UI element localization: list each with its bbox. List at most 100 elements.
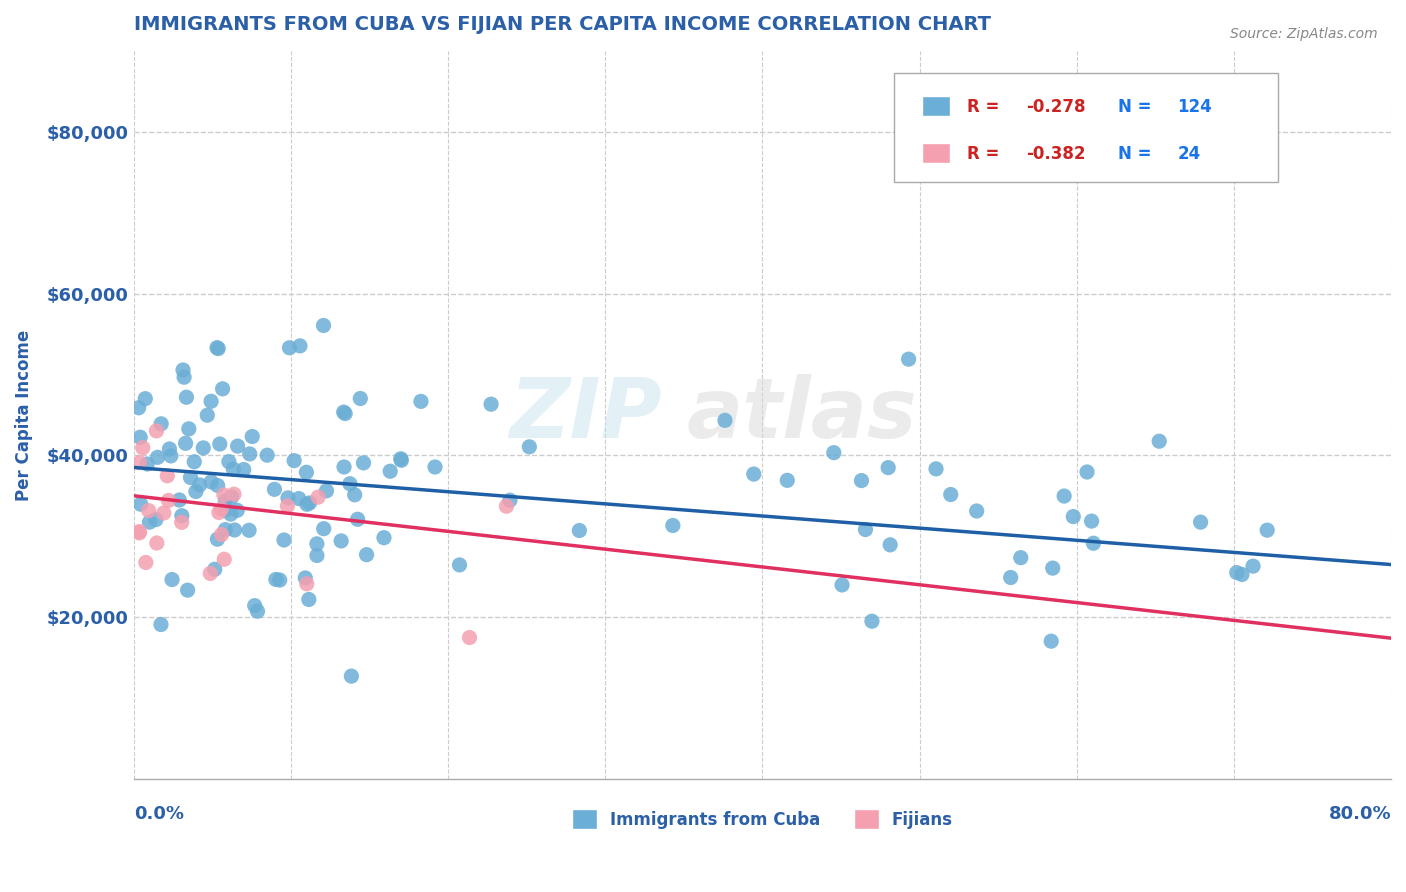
Point [499, 493, 522, 508]
Point [333, 460, 356, 475]
Point [138, 503, 160, 517]
Point [214, 523, 236, 537]
Point [246, 604, 269, 618]
Point [238, 524, 260, 538]
Point [1241, 559, 1264, 574]
Text: 80.0%: 80.0% [1329, 805, 1391, 823]
Point [159, 442, 181, 456]
Point [295, 465, 318, 479]
Point [273, 533, 295, 547]
Text: R =: R = [967, 97, 1005, 116]
Point [298, 496, 321, 510]
Point [149, 617, 172, 632]
Point [389, 451, 412, 466]
Point [183, 455, 205, 469]
Point [176, 583, 198, 598]
Point [209, 502, 232, 516]
Point [742, 467, 765, 481]
Point [877, 460, 900, 475]
Point [200, 566, 222, 581]
Point [495, 500, 517, 514]
Point [1042, 561, 1064, 575]
Point [180, 470, 202, 484]
Point [263, 483, 285, 497]
Point [132, 441, 155, 455]
Point [1010, 550, 1032, 565]
Point [855, 523, 877, 537]
Point [295, 497, 318, 511]
Point [925, 462, 948, 476]
Point [939, 487, 962, 501]
Point [173, 370, 195, 384]
Point [343, 488, 366, 502]
Point [278, 341, 301, 355]
Point [226, 439, 249, 453]
Point [129, 497, 152, 511]
Point [860, 614, 883, 628]
Point [823, 445, 845, 459]
Text: N =: N = [1118, 97, 1157, 116]
Point [568, 524, 591, 538]
Point [332, 405, 354, 419]
Point [269, 573, 291, 587]
Point [160, 573, 183, 587]
Point [204, 562, 226, 576]
Point [214, 494, 236, 508]
Point [449, 558, 471, 572]
Point [205, 341, 228, 355]
Point [1226, 566, 1249, 580]
Point [423, 460, 446, 475]
Point [129, 430, 152, 444]
Point [307, 490, 329, 504]
Point [222, 462, 245, 476]
Point [294, 571, 316, 585]
Point [479, 397, 502, 411]
Point [188, 478, 211, 492]
Point [1189, 515, 1212, 529]
Y-axis label: Per Capita Income: Per Capita Income [15, 329, 32, 500]
Point [177, 422, 200, 436]
Point [156, 468, 179, 483]
Text: atlas: atlas [688, 375, 918, 456]
Point [219, 507, 242, 521]
Point [211, 527, 233, 541]
Legend: Immigrants from Cuba, Fijians: Immigrants from Cuba, Fijians [565, 803, 960, 836]
Point [157, 493, 180, 508]
Point [1000, 570, 1022, 584]
Point [305, 549, 328, 563]
Text: 124: 124 [1177, 97, 1212, 116]
Point [339, 476, 361, 491]
Point [207, 342, 229, 356]
Point [330, 533, 353, 548]
Point [1083, 536, 1105, 550]
Point [373, 531, 395, 545]
Point [138, 515, 160, 529]
Point [146, 450, 169, 465]
Point [134, 392, 156, 406]
Point [851, 474, 873, 488]
Point [135, 556, 157, 570]
Point [128, 456, 150, 470]
Point [221, 490, 243, 504]
Point [1076, 465, 1098, 479]
Point [288, 339, 311, 353]
Point [207, 478, 229, 492]
Point [312, 522, 335, 536]
Point [128, 401, 150, 415]
Point [315, 483, 337, 498]
Point [349, 392, 371, 406]
Point [136, 457, 159, 471]
Point [169, 493, 191, 508]
Point [298, 592, 321, 607]
Point [243, 599, 266, 613]
Point [380, 464, 402, 478]
FancyBboxPatch shape [922, 95, 949, 116]
Text: -0.382: -0.382 [1026, 145, 1085, 163]
Point [240, 429, 263, 443]
Point [1053, 489, 1076, 503]
Point [288, 491, 311, 506]
Point [128, 524, 150, 539]
Point [200, 394, 222, 409]
Point [128, 525, 150, 540]
Point [305, 537, 328, 551]
